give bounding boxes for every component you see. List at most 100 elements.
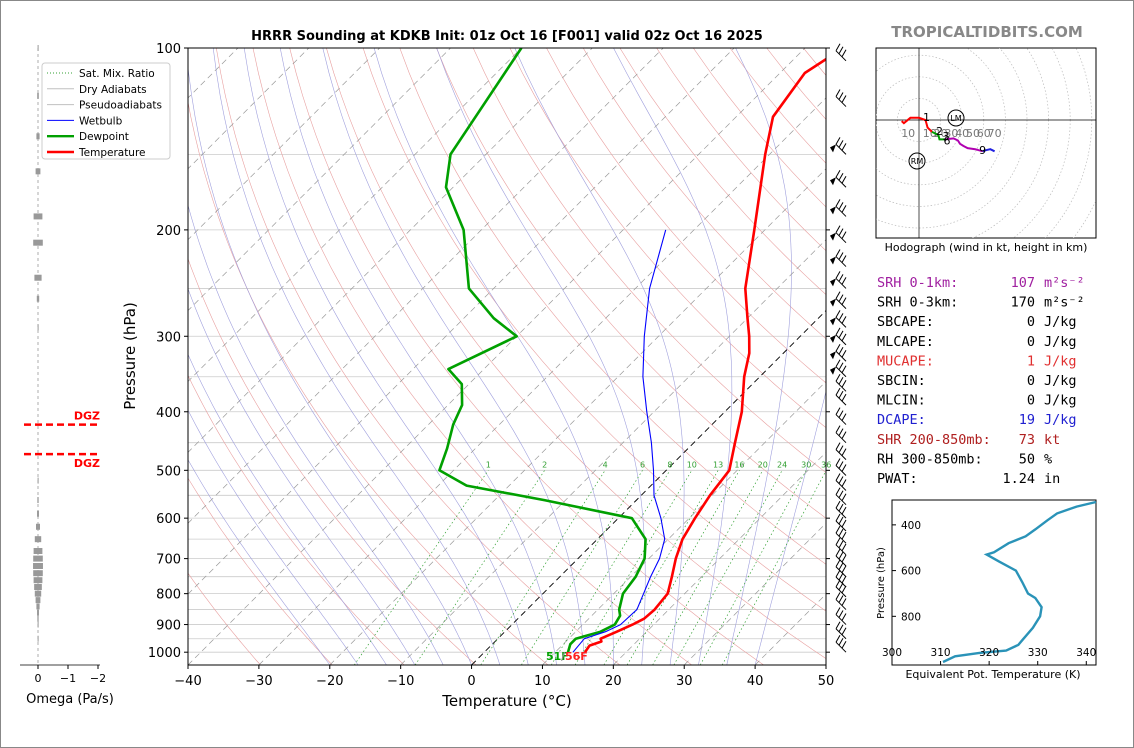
omega-panel: 0 −1 −2 DGZ DGZ: [20, 45, 106, 685]
omega-bar: [37, 609, 39, 616]
y-tick-label: 800: [156, 588, 181, 603]
omega-bar: [37, 497, 39, 504]
y-tick-label: 1000: [148, 646, 181, 661]
wind-barb-feather: [835, 199, 841, 207]
wind-barb-feather: [841, 175, 847, 184]
wind-barb-feather: [838, 330, 844, 339]
wind-barb-feather: [838, 228, 844, 236]
wind-barb-feather: [835, 458, 841, 466]
wind-barb-flag: [830, 206, 836, 215]
pseudoadiabat: [279, 48, 557, 665]
wind-barb-feather: [835, 559, 841, 567]
pseudoadiabat: [243, 48, 529, 665]
dry-adiabat: [326, 48, 826, 659]
omega-bar: [37, 621, 39, 628]
param-value: 1.24: [1002, 471, 1035, 487]
wind-barb-staff: [835, 176, 847, 188]
mixing-ratio-line: [673, 470, 783, 665]
wind-barb-staff: [835, 586, 847, 598]
param-label: SBCAPE:: [877, 314, 934, 330]
wind-barb-feather: [838, 274, 844, 282]
wind-barb-feather: [835, 137, 841, 145]
isotherm-line: [400, 239, 826, 665]
wind-barb-feather: [838, 572, 844, 581]
theta-e-y-tick-label: 600: [901, 566, 921, 578]
y-tick-label: 600: [156, 512, 181, 527]
skewt-axes-frame: [187, 47, 827, 666]
wind-barb-feather: [841, 231, 847, 239]
y-tick-label: 200: [156, 224, 181, 239]
wind-barb-staff: [835, 494, 847, 506]
wind-barb-feather: [835, 607, 841, 615]
wind-barb-feather: [838, 313, 844, 321]
hodograph-ring-label: 30: [944, 127, 958, 140]
wind-barb-feather: [838, 476, 844, 484]
wind-barb-feather: [841, 565, 847, 573]
omega-bar: [36, 295, 40, 302]
wind-barb-staff: [835, 641, 847, 653]
wind-barb-feather: [835, 344, 841, 352]
param-value: 19: [1019, 412, 1035, 428]
omega-bar: [33, 239, 43, 246]
param-unit: J/kg: [1044, 393, 1077, 409]
wind-barb-feather: [841, 316, 847, 324]
legend-entry: Wetbulb: [79, 115, 123, 127]
hodograph-segment: [901, 116, 933, 133]
wind-barb-feather: [835, 327, 841, 336]
x-tick-label: −30: [245, 674, 272, 689]
wind-barb-feather: [838, 528, 844, 537]
omega-bar: [33, 570, 43, 577]
omega-bar: [36, 133, 40, 140]
param-label: SHR 200-850mb:: [877, 432, 991, 448]
wind-barb-feather: [838, 294, 844, 302]
isotherm-line: [258, 97, 826, 665]
pseudoadiabat: [514, 48, 685, 665]
hodograph-ring-label: 10: [901, 127, 915, 140]
omega-bar: [33, 555, 43, 562]
wind-barb-feather: [835, 537, 841, 546]
wind-barb-staff: [835, 520, 847, 532]
skewt-xlabel: Temperature (°C): [441, 692, 571, 710]
omega-bar: [37, 510, 39, 517]
y-tick-label: 400: [156, 406, 181, 421]
y-tick-label: 300: [156, 330, 181, 345]
theta-e-x-tick-label: 300: [882, 647, 902, 659]
omega-bar: [33, 547, 43, 554]
omega-bar: [34, 536, 42, 543]
wind-barb-feather: [838, 540, 844, 549]
legend-entry: Pseudoadiabats: [79, 100, 162, 112]
hodograph-ring-label: 40: [955, 127, 969, 140]
param-value: 107: [1011, 275, 1035, 291]
legend-entry: Dewpoint: [79, 131, 129, 143]
storm-motion-marker: [908, 152, 926, 170]
wind-barb-staff: [835, 628, 847, 640]
wind-barb-feather: [835, 43, 841, 52]
wind-barb-flag: [830, 256, 836, 265]
param-label: SBCIN:: [877, 373, 926, 389]
wind-barb-feather: [841, 448, 847, 456]
theta-e-line: [942, 500, 1097, 664]
omega-tick-label: 0: [35, 672, 42, 685]
omega-bar: [33, 562, 43, 569]
wind-barb-staff: [835, 366, 847, 378]
brand-watermark: TROPICALTIDBITS.COM: [891, 23, 1083, 41]
series-dewpoint-line: [438, 48, 647, 653]
storm-motion-label: RM: [911, 157, 924, 166]
hodograph-caption: Hodograph (wind in kt, height in km): [885, 241, 1088, 254]
wind-barb-feather: [838, 410, 844, 418]
wind-barb-feather: [835, 387, 841, 396]
wind-barb-feather: [841, 575, 847, 584]
wind-barb-staff: [835, 334, 847, 346]
hodograph-height-label: 1: [923, 111, 930, 124]
legend-entry: Temperature: [78, 147, 146, 159]
wind-barbs: [830, 43, 847, 653]
param-value: 50: [1019, 451, 1035, 467]
omega-bar: [35, 597, 41, 604]
dry-adiabat: [546, 48, 826, 384]
wind-barb-feather: [838, 551, 844, 560]
wind-barb-feather: [835, 425, 841, 433]
x-tick-label: −20: [316, 674, 343, 689]
pseudoadiabat: [212, 48, 501, 665]
wind-barb-feather: [838, 516, 844, 525]
wind-barb-feather: [835, 169, 841, 178]
